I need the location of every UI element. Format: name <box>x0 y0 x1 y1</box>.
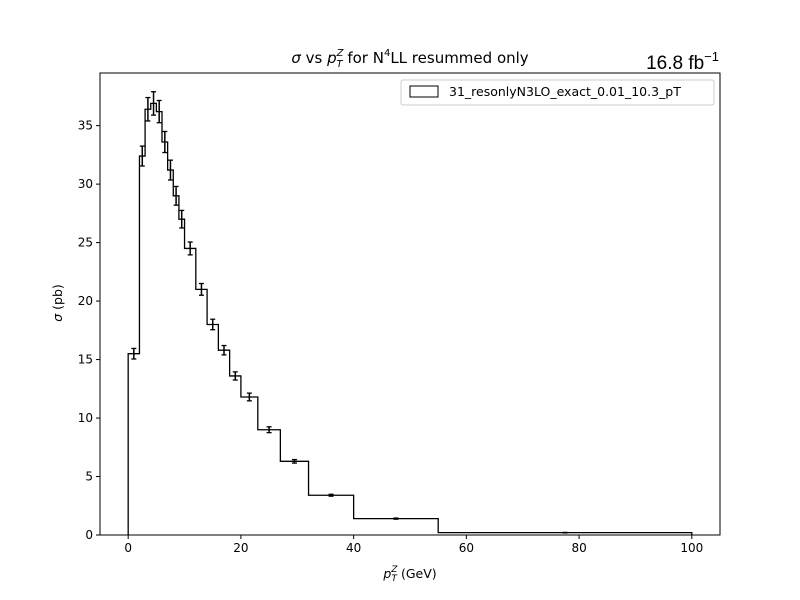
histogram-step-line <box>127 102 693 535</box>
error-bar <box>162 130 168 154</box>
error-bar <box>156 99 162 124</box>
luminosity-label: 16.8 fb−1 <box>646 49 719 74</box>
error-bar <box>291 458 297 464</box>
y-tick-label: 10 <box>78 411 93 425</box>
error-bar <box>139 145 145 167</box>
legend-swatch <box>409 85 439 98</box>
error-bar <box>393 517 399 520</box>
x-tick-label: 40 <box>346 541 361 555</box>
error-bar <box>187 241 193 256</box>
error-bar <box>131 347 137 360</box>
x-tick-label: 0 <box>124 541 132 555</box>
y-tick-label: 15 <box>78 353 93 367</box>
axes-frame <box>99 72 721 536</box>
error-bar <box>328 493 334 497</box>
error-bar <box>167 159 173 181</box>
legend: 31_resonlyN3LO_exact_0.01_10.3_pT <box>400 79 715 106</box>
y-tick-label: 30 <box>78 177 93 191</box>
error-bar <box>198 282 204 296</box>
y-axis-label: σ (pb) <box>50 284 65 322</box>
y-tick-label: 35 <box>78 119 93 133</box>
y-tick-label: 0 <box>85 528 93 542</box>
x-axis-label: pZ T (GeV) <box>382 565 436 584</box>
plot-area <box>127 91 693 535</box>
x-tick-label: 100 <box>680 541 703 555</box>
error-bar <box>151 91 157 116</box>
x-axis-ticks: 0 20 40 60 80 100 <box>124 535 703 555</box>
error-bar <box>246 392 252 402</box>
y-tick-label: 25 <box>78 236 93 250</box>
error-bar <box>232 371 238 381</box>
x-tick-label: 60 <box>459 541 474 555</box>
error-bar <box>145 96 151 122</box>
error-bar <box>210 318 216 331</box>
legend-entry-label: 31_resonlyN3LO_exact_0.01_10.3_pT <box>449 84 681 99</box>
y-axis-ticks: 0 5 10 15 20 25 30 35 <box>78 119 100 542</box>
x-tick-label: 80 <box>571 541 586 555</box>
error-bar <box>173 185 179 206</box>
error-bar <box>221 344 227 356</box>
y-tick-label: 20 <box>78 294 93 308</box>
error-bar <box>266 426 272 434</box>
chart-title: σ vs pZ T for N4LL resummed only <box>291 48 528 70</box>
error-bar <box>179 209 185 229</box>
y-tick-label: 5 <box>85 470 93 484</box>
x-tick-label: 20 <box>233 541 248 555</box>
legend-frame <box>400 79 715 106</box>
